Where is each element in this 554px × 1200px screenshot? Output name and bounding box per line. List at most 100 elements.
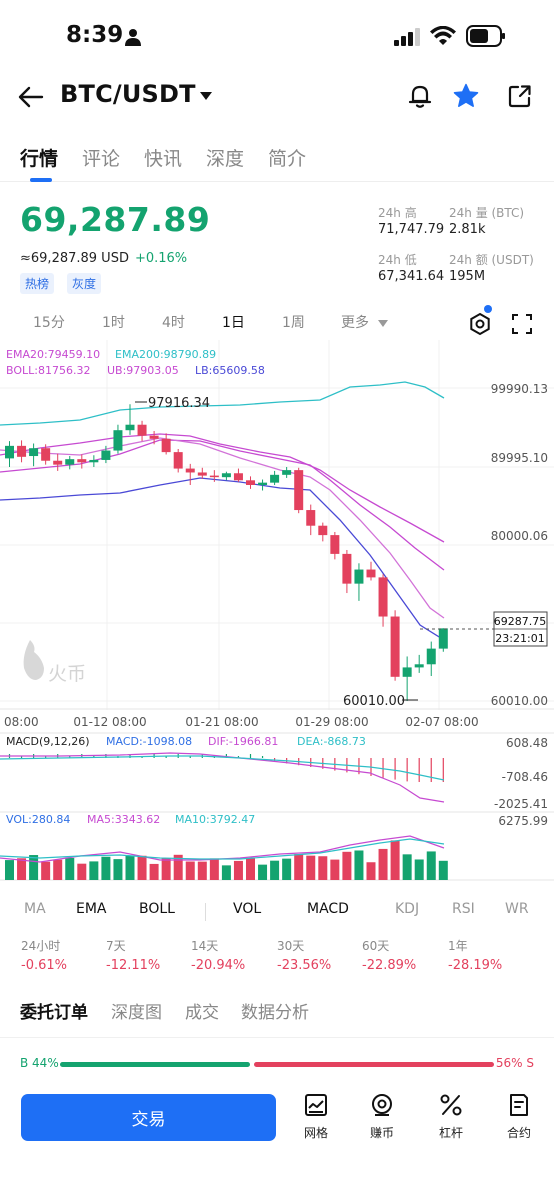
usd-approx: ≈69,287.89 USD: [20, 251, 129, 266]
volume-bar: [258, 864, 268, 880]
candle-body: [113, 430, 123, 451]
interval-1h[interactable]: 1时: [102, 315, 125, 331]
star-icon[interactable]: [452, 82, 480, 110]
candle-body: [414, 664, 424, 668]
nav-earn[interactable]: 赚币: [354, 1092, 410, 1142]
legend-dif: DIF:-1966.81: [208, 735, 279, 748]
macd-tick-label: -2025.41: [494, 797, 548, 811]
stat-vol-usdt: 195M: [449, 269, 486, 284]
status-time: 8:39: [66, 22, 124, 48]
candle-body: [390, 616, 400, 677]
nav-margin[interactable]: 杠杆: [423, 1092, 479, 1142]
more-caret-icon[interactable]: [378, 320, 388, 327]
candle-body: [354, 569, 364, 584]
volume-bar: [101, 856, 111, 880]
candle-body: [221, 473, 231, 478]
low-marker: 60010.00: [343, 694, 405, 709]
battery-icon: [466, 25, 505, 47]
legend-boll: BOLL:81756.32: [6, 364, 91, 377]
candle-body: [149, 435, 159, 439]
ema200-line: [0, 381, 445, 426]
tag-grayscale[interactable]: 灰度: [67, 273, 102, 294]
volume-bar: [342, 851, 352, 880]
indicator-boll[interactable]: BOLL: [139, 901, 175, 917]
period-label-7d: 7天: [106, 939, 126, 953]
candle-body: [318, 525, 328, 536]
interval-15m[interactable]: 15分: [33, 315, 65, 331]
back-arrow-icon[interactable]: [16, 82, 46, 112]
x-tick-label: 02-07 08:00: [405, 715, 478, 729]
volume-bar: [378, 848, 388, 880]
trade-button[interactable]: 交易: [21, 1094, 276, 1141]
nav-futures[interactable]: 合约: [491, 1092, 547, 1142]
candle-body: [5, 445, 14, 459]
tab-orders[interactable]: 委托订单: [20, 1003, 88, 1023]
period-label-14d: 14天: [191, 939, 219, 953]
buy-ratio: B 44%: [20, 1056, 59, 1070]
header: BTC/USDT: [0, 72, 554, 124]
nav-grid[interactable]: 网格: [288, 1092, 344, 1142]
stat-high-label: 24h 高: [378, 206, 417, 220]
interval-4h[interactable]: 4时: [162, 315, 185, 331]
indicator-rsi[interactable]: RSI: [452, 901, 475, 917]
candle-body: [137, 424, 147, 436]
tab-depth[interactable]: 深度: [206, 148, 245, 170]
volume-bar: [77, 863, 87, 880]
tab-market[interactable]: 行情: [20, 148, 59, 170]
candle-body: [65, 459, 75, 465]
indicator-settings-icon[interactable]: [468, 312, 492, 336]
indicator-wr[interactable]: WR: [505, 901, 529, 917]
tag-hot[interactable]: 热榜: [20, 273, 55, 294]
x-tick-label: 01-12 08:00: [73, 715, 146, 729]
watermark: 火币: [48, 663, 86, 685]
period-label-60d: 60天: [362, 939, 390, 953]
interval-1w[interactable]: 1周: [282, 315, 305, 331]
candle-body: [185, 468, 195, 473]
pair-title[interactable]: BTC/USDT: [60, 80, 196, 108]
tab-depth-chart[interactable]: 深度图: [111, 1003, 162, 1023]
candle-body: [17, 445, 27, 457]
candle-body: [246, 480, 255, 486]
candlestick-chart-svg[interactable]: 97916.34 60010.00 99990.13 89995.10 8000…: [0, 340, 554, 885]
tab-intro[interactable]: 简介: [268, 148, 307, 170]
vol-ma5-line: [0, 835, 445, 863]
volume-bar: [125, 855, 135, 880]
fullscreen-icon[interactable]: [510, 312, 534, 336]
contract-icon: [510, 1094, 528, 1116]
current-price-label: 69287.75: [494, 615, 547, 628]
indicator-kdj[interactable]: KDJ: [395, 901, 420, 917]
candle-body: [77, 459, 87, 463]
tab-trades[interactable]: 成交: [185, 1003, 219, 1023]
candle-body: [29, 448, 39, 457]
volume-bar: [294, 854, 304, 880]
candle-body: [41, 448, 51, 461]
interval-more[interactable]: 更多: [341, 315, 369, 331]
volume-bar: [29, 855, 39, 880]
tab-comments[interactable]: 评论: [82, 148, 121, 170]
share-icon[interactable]: [506, 82, 534, 110]
candle-body: [125, 424, 135, 431]
caret-down-icon[interactable]: [198, 90, 214, 102]
candle-body: [233, 473, 243, 481]
period-label-1y: 1年: [448, 939, 468, 953]
price-chart[interactable]: 97916.34 60010.00 99990.13 89995.10 8000…: [0, 340, 554, 885]
indicator-ema[interactable]: EMA: [76, 901, 107, 917]
candle-body: [270, 474, 280, 483]
indicator-macd[interactable]: MACD: [307, 901, 349, 917]
interval-1d[interactable]: 1日: [222, 315, 245, 331]
indicator-divider: [205, 903, 206, 921]
macd-dif-line: [0, 752, 445, 803]
boll-ub-line: [0, 433, 445, 543]
indicator-vol[interactable]: VOL: [233, 901, 262, 917]
bell-icon[interactable]: [406, 82, 434, 110]
main-tabs: 行情 评论 快讯 深度 简介: [0, 134, 554, 182]
volume-bar: [209, 858, 219, 880]
tab-news[interactable]: 快讯: [144, 148, 183, 170]
volume-bar: [402, 854, 412, 880]
vol-tick-label: 6275.99: [498, 814, 548, 828]
indicator-ma[interactable]: MA: [24, 901, 46, 917]
volume-bar: [5, 860, 14, 880]
period-value-60d: -22.89%: [362, 958, 417, 973]
tab-data-analysis[interactable]: 数据分析: [241, 1003, 309, 1023]
y-tick-label: 60010.00: [491, 694, 548, 708]
